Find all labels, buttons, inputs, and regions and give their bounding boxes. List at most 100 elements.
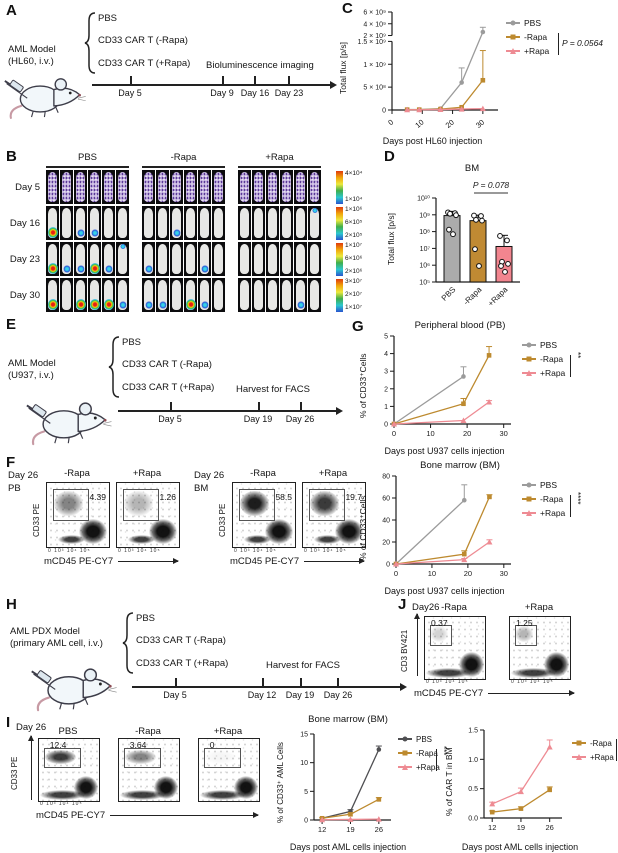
arrow-icon: [400, 682, 407, 691]
legend-label: +Rapa: [524, 46, 550, 56]
day-label: Day 5: [163, 690, 187, 700]
mouse-illustration: [4, 66, 90, 120]
mouse-silhouette: [240, 172, 249, 202]
mouse-image-cell: [88, 170, 101, 204]
bioluminescence-spot: [63, 265, 70, 273]
mouse-silhouette: [214, 280, 223, 310]
legend-item: +Rapa: [506, 44, 616, 58]
bioluminescence-spot: [47, 299, 58, 310]
mouse-image-cell: [102, 278, 115, 312]
f-x-axis: mCD45 PE-CY7: [44, 556, 179, 567]
flow-title: PBS: [58, 726, 78, 737]
dot-cluster: [124, 490, 153, 517]
mouse-image-cell: [142, 242, 155, 276]
mouse-image-cell: [212, 170, 225, 204]
legend-label: +Rapa: [590, 752, 614, 762]
mouse-image-cell: [266, 278, 279, 312]
gate-percentage: 12.4: [49, 740, 67, 750]
mouse-image-cell: [74, 242, 87, 276]
significance-label: ****: [573, 492, 582, 505]
svg-text:4: 4: [384, 351, 388, 358]
mouse-image-cell: [294, 170, 307, 204]
mouse-silhouette: [254, 208, 263, 238]
dot-cluster: [426, 667, 471, 678]
mouse-silhouette: [62, 280, 71, 310]
svg-text:5: 5: [384, 334, 388, 341]
flow-plot: 1.25: [509, 616, 571, 680]
mouse-image-cell: [170, 170, 183, 204]
svg-text:+Rapa: +Rapa: [486, 285, 510, 309]
chart-pb-line: 0 1 2 3 4 5 0 10 20 30: [372, 330, 517, 442]
significance-label: ***: [439, 746, 448, 756]
mouse-silhouette: [90, 172, 99, 202]
bioluminescence-spot: [89, 299, 100, 310]
flow-x-ticks: 0 10³ 10⁴ 10⁵: [118, 548, 161, 554]
mouse-silhouette: [214, 244, 223, 274]
panel-f-label: F: [6, 454, 16, 471]
f-site-label: BM: [194, 483, 209, 494]
timeline-note: Harvest for FACS: [266, 660, 340, 671]
flow-plot: 1.26: [116, 482, 180, 548]
mouse-image-cell: [184, 242, 197, 276]
legend-label: PBS: [540, 340, 558, 350]
mouse-image-cell: [198, 206, 211, 240]
day-label: Day 9: [210, 88, 234, 98]
brace-icon: [84, 12, 96, 74]
j-car-y-axis-label: % of CAR T in BM: [444, 747, 454, 817]
gate: [123, 748, 161, 768]
mouse-image-cell: [102, 170, 115, 204]
mouse-silhouette: [144, 172, 153, 202]
g-bm-legend: PBS -Rapa +Rapa ****: [522, 478, 616, 520]
g-pb-legend: PBS -Rapa +Rapa **: [522, 338, 616, 380]
timeline-axis: Day 5 Day 9 Day 16 Day 23: [92, 76, 337, 98]
bioluminescence-spot: [201, 265, 208, 273]
svg-text:P = 0.078: P = 0.078: [473, 180, 510, 190]
flow-x-ticks: 0 10³ 10⁴ 10⁵: [40, 801, 83, 807]
flow-plot: 0: [198, 738, 260, 802]
bioluminescence-spot: [297, 301, 304, 309]
svg-text:1 × 10⁹: 1 × 10⁹: [363, 62, 386, 69]
timeline-tick: [262, 678, 264, 686]
svg-text:-Rapa: -Rapa: [462, 285, 484, 307]
header-underline: [142, 166, 225, 168]
legend-item: PBS: [398, 732, 444, 746]
mouse-silhouette: [310, 280, 319, 310]
mouse-image-cell: [184, 278, 197, 312]
g-pb-y-axis-label: % of CD33⁺Cells: [358, 353, 368, 419]
gate-percentage: 1.25: [516, 618, 533, 628]
treatment-item: CD33 CAR T (+Rapa): [98, 57, 191, 69]
model-name: AML Model: [8, 358, 56, 369]
mouse-drawing: [26, 402, 112, 446]
mouse-silhouette: [268, 172, 277, 202]
mouse-illustration: [26, 390, 116, 446]
dot-cluster: [515, 626, 534, 643]
svg-text:12: 12: [318, 825, 326, 834]
bioluminescence-spot: [119, 301, 126, 309]
mouse-image-cell: [294, 278, 307, 312]
gate: [514, 625, 538, 646]
mouse-silhouette: [200, 244, 209, 274]
svg-text:10⁵: 10⁵: [419, 280, 430, 287]
svg-text:10⁹: 10⁹: [419, 212, 430, 219]
mouse-image-cell: [74, 278, 87, 312]
mouse-silhouette: [200, 280, 209, 310]
svg-text:3: 3: [384, 369, 388, 376]
mouse-silhouette: [172, 172, 181, 202]
svg-text:1.5: 1.5: [468, 728, 478, 735]
brace-glyph: [84, 12, 96, 74]
mouse-silhouette: [214, 172, 223, 202]
colorbar-label: 1×10⁶: [345, 206, 363, 213]
bioluminescence-spot: [185, 299, 196, 310]
legend-marker-icon: [506, 20, 520, 26]
timeline-tick: [254, 76, 256, 84]
svg-text:15: 15: [300, 732, 308, 739]
b-column-header: +Rapa: [265, 152, 294, 163]
mouse-image-cell: [156, 170, 169, 204]
legend-label: -Rapa: [540, 354, 564, 364]
mouse-image-cell: [156, 242, 169, 276]
mouse-silhouette: [200, 172, 209, 202]
legend-label: -Rapa: [524, 32, 548, 42]
mouse-image-cell: [280, 170, 293, 204]
c-legend: PBS -Rapa +Rapa P = 0.0564: [506, 16, 616, 58]
chart-svg-G_PB: 0 1 2 3 4 5 0 10 20 30: [384, 334, 511, 438]
